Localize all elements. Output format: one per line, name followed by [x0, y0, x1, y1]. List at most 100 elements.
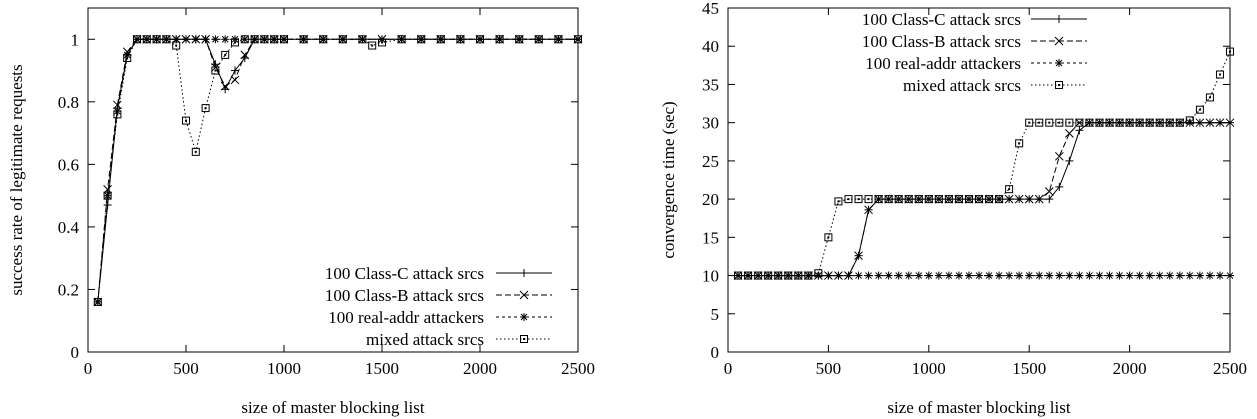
series-4-point: [824, 233, 833, 242]
y-tick-label: 0.2: [58, 280, 79, 299]
x-tick-label: 1500: [365, 359, 399, 378]
y-tick-label: 30: [702, 114, 719, 133]
y-axis-label: convergence time (sec): [659, 101, 678, 258]
series-2-point: [220, 81, 230, 91]
series-4-point: [182, 116, 190, 125]
series-3-point: [964, 271, 973, 280]
x-tick-label: 2500: [561, 359, 595, 378]
series-3-point: [1155, 271, 1164, 280]
series-4-point: [1005, 185, 1014, 194]
series-4-point: [1045, 118, 1054, 127]
series-4-point: [133, 35, 141, 44]
legend-label: 100 Class-B attack srcs: [862, 32, 1021, 51]
series-4-point: [1125, 118, 1134, 127]
y-tick-label: 45: [702, 0, 719, 18]
series-4-point: [754, 271, 763, 280]
series-4-point: [904, 195, 913, 204]
series-3-point: [1125, 271, 1134, 280]
series-3-point: [1035, 271, 1044, 280]
series-2-point: [1024, 194, 1034, 204]
series-2-point: [1065, 129, 1074, 138]
x-tick-label: 500: [173, 359, 199, 378]
series-4-point: [985, 195, 994, 204]
legend-marker: [520, 313, 528, 321]
series-line-3: [97, 38, 578, 303]
series-4-point: [172, 41, 181, 50]
series-3-point: [924, 271, 933, 280]
series-1-point: [1045, 195, 1054, 204]
series-3-point: [1175, 271, 1184, 280]
series-4-point: [1085, 118, 1094, 127]
chart-success-rate: 0 500 1000 1500 2000 2500 0 0.2 0.4 0.6 0.8 1 size o…: [7, 7, 595, 417]
series-3-point: [1165, 271, 1174, 280]
series-3-point: [1015, 271, 1024, 280]
series-4-point: [924, 195, 933, 204]
series-4-point: [934, 195, 943, 204]
series-4-point: [436, 35, 445, 44]
series-4-point: [794, 271, 803, 280]
x-tick-label: 2500: [1213, 359, 1247, 378]
series-2-point: [230, 75, 240, 85]
series-4-point: [774, 271, 783, 280]
series-4-point: [1145, 118, 1154, 127]
series-4-point: [270, 35, 279, 44]
x-tick-label: 1000: [267, 359, 301, 378]
series-2-point: [1215, 118, 1225, 128]
series-4-point: [854, 195, 863, 204]
series-3-point: [1055, 271, 1064, 280]
series-3-point: [824, 271, 833, 280]
series-4-point: [93, 297, 102, 306]
series-3-point: [1115, 271, 1124, 280]
series-4-point: [1095, 118, 1104, 127]
series-2-point: [113, 100, 122, 110]
x-axis-label: size of master blocking list: [887, 398, 1070, 417]
series-4-point: [358, 35, 367, 44]
series-4-point: [515, 35, 524, 44]
series-4-point: [456, 35, 465, 44]
series-4-point: [1135, 118, 1144, 127]
x-tick-label: 2000: [1113, 359, 1147, 378]
series-4-point: [1015, 139, 1024, 148]
series-4-point: [914, 195, 923, 204]
legend-marker: [1055, 59, 1063, 67]
x-tick-label: 1500: [1012, 359, 1046, 378]
series-3-point: [1145, 271, 1154, 280]
series-3-point: [1005, 271, 1014, 280]
legend-label: mixed attack srcs: [903, 76, 1021, 95]
legend-label: 100 real-addr attackers: [865, 54, 1021, 73]
series-1-point: [1055, 182, 1064, 191]
y-tick-label: 25: [702, 152, 719, 171]
series-4-point: [152, 35, 161, 44]
plot-frame: [87, 7, 579, 353]
legend-marker: [1055, 15, 1063, 23]
series-4-point: [299, 35, 308, 44]
series-4-point: [944, 195, 953, 204]
x-tick-label: 1000: [912, 359, 946, 378]
y-tick-label: 40: [702, 37, 719, 56]
series-3-point: [1226, 271, 1234, 280]
series-3-point: [894, 271, 903, 280]
series-4-point: [240, 35, 249, 44]
series-3-point: [1185, 271, 1194, 280]
series-3-point: [884, 271, 893, 280]
series-4-point: [1025, 118, 1034, 127]
x-tick-label: 0: [84, 359, 93, 378]
series-2-point: [1034, 194, 1044, 204]
series-3-point: [995, 271, 1004, 280]
series-3-point: [1205, 271, 1214, 280]
legend-label: 100 Class-B attack srcs: [325, 286, 484, 305]
x-tick-label: 0: [724, 359, 733, 378]
series-4-point: [804, 271, 813, 280]
series-4-point: [162, 35, 171, 44]
series-4-point: [123, 54, 132, 63]
series-3-point: [1065, 271, 1074, 280]
series-1-point: [103, 201, 112, 210]
series-3-point: [934, 271, 943, 280]
series-4-point: [250, 35, 259, 44]
series-3-point: [944, 271, 953, 280]
series-3-point: [854, 271, 863, 280]
y-tick-label: 1: [71, 30, 80, 49]
y-axis-label: success rate of legitimate requests: [7, 64, 26, 295]
series-3-point: [1075, 271, 1084, 280]
series-1-point: [1075, 126, 1084, 135]
